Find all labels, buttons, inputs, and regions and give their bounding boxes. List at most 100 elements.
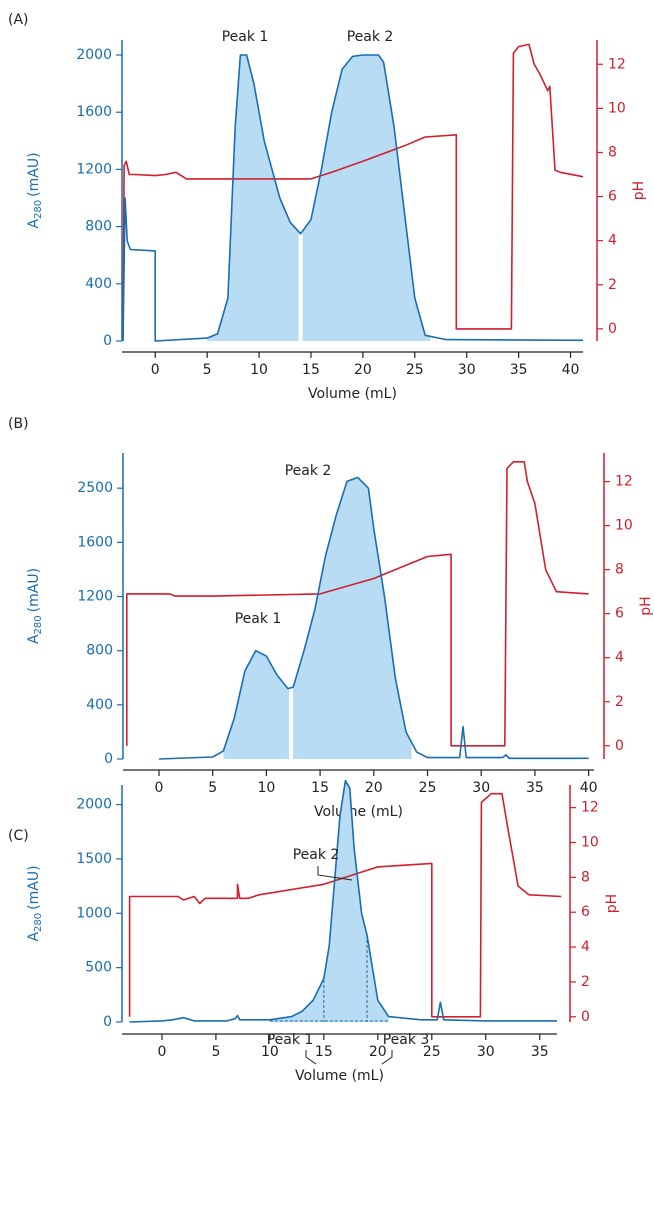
- y-label-main: A: [26, 634, 42, 644]
- panel-label: (C): [8, 828, 29, 844]
- y-tick-label: 1000: [76, 905, 112, 921]
- y2-tick-label: 12: [615, 474, 633, 490]
- ph-line: [128, 792, 562, 1018]
- y-tick-label: 1200: [77, 589, 113, 605]
- x-axis-label: Volume (mL): [308, 386, 397, 402]
- peak-label: Peak 2: [347, 29, 394, 45]
- y-tick-label: 500: [85, 960, 112, 976]
- y-axis-label: A280 (mAU): [26, 865, 44, 941]
- peak-label: Peak 2: [293, 847, 340, 863]
- x-tick-label: 25: [423, 1044, 441, 1060]
- panel-label: (A): [8, 12, 29, 28]
- y2-tick-label: 8: [581, 869, 590, 885]
- x-tick-label: 10: [261, 1044, 279, 1060]
- y2-tick-label: 6: [608, 189, 617, 205]
- y2-tick-label: 0: [581, 1009, 590, 1025]
- panel-label: (B): [8, 416, 29, 432]
- x-tick-label: 0: [155, 780, 164, 796]
- peak-fill: [207, 55, 431, 341]
- x-tick-label: 20: [369, 1044, 387, 1060]
- y-label-sub: 280: [33, 615, 44, 634]
- y-tick-label: 1600: [77, 534, 113, 550]
- y2-tick-label: 4: [615, 650, 624, 666]
- peak-label: Peak 1: [222, 29, 269, 45]
- x-tick-label: 10: [257, 780, 275, 796]
- y-tick-label: 1600: [76, 104, 112, 120]
- x-tick-label: 30: [472, 780, 490, 796]
- y-label-sub: 280: [33, 913, 44, 932]
- x-tick-label: 10: [250, 362, 268, 378]
- y2-tick-label: 12: [608, 56, 626, 72]
- y2-tick-label: 8: [615, 562, 624, 578]
- absorbance-line: [129, 779, 557, 1023]
- y-label-main: A: [26, 219, 42, 229]
- x-tick-label: 5: [211, 1044, 220, 1060]
- leader-line: [317, 866, 353, 881]
- leader-line: [305, 1050, 317, 1065]
- y-tick-label: 800: [85, 219, 112, 235]
- y2-tick-label: 0: [615, 738, 624, 754]
- y2-tick-label: 4: [581, 939, 590, 955]
- peak-fill: [269, 780, 389, 1022]
- y-label-sub: 280: [33, 200, 44, 219]
- y-label-main: A: [26, 932, 42, 942]
- y2-tick-label: 10: [608, 100, 626, 116]
- peak-label: Peak 3: [383, 1032, 430, 1048]
- x-tick-label: 40: [580, 780, 598, 796]
- y2-tick-label: 10: [581, 835, 599, 851]
- leader-line: [381, 1050, 393, 1065]
- x-tick-label: 35: [510, 362, 528, 378]
- y2-tick-label: 2: [608, 277, 617, 293]
- y2-tick-label: 10: [615, 518, 633, 534]
- absorbance-line: [158, 476, 589, 760]
- y-tick-label: 2000: [76, 47, 112, 63]
- y2-tick-label: 2: [581, 974, 590, 990]
- y2-tick-label: 12: [581, 800, 599, 816]
- y2-tick-label: 6: [581, 904, 590, 920]
- x-tick-label: 40: [562, 362, 580, 378]
- y-tick-label: 800: [86, 643, 113, 659]
- y-tick-label: 400: [85, 276, 112, 292]
- y2-tick-label: 0: [608, 321, 617, 337]
- y2-axis-label: pH: [631, 181, 647, 200]
- y-tick-label: 2500: [77, 480, 113, 496]
- y-axis-label: A280 (mAU): [26, 568, 44, 644]
- peak-label: Peak 1: [267, 1032, 314, 1048]
- y2-axis-label: pH: [638, 596, 654, 615]
- x-tick-label: 20: [365, 780, 383, 796]
- peak-fill: [223, 477, 412, 759]
- y-tick-label: 0: [103, 333, 112, 349]
- x-axis-label: Volume (mL): [314, 804, 403, 820]
- x-tick-label: 30: [477, 1044, 495, 1060]
- x-tick-label: 0: [157, 1044, 166, 1060]
- y-tick-label: 0: [104, 751, 113, 767]
- y-tick-label: 1500: [76, 851, 112, 867]
- y-label-unit: (mAU): [26, 568, 42, 612]
- x-axis-label: Volume (mL): [295, 1068, 384, 1084]
- y-label-unit: (mAU): [26, 152, 42, 196]
- x-tick-label: 35: [526, 780, 544, 796]
- y-tick-label: 1200: [76, 161, 112, 177]
- absorbance-line: [122, 54, 584, 342]
- y2-tick-label: 4: [608, 233, 617, 249]
- y2-axis-label: pH: [604, 894, 620, 913]
- y2-tick-label: 8: [608, 144, 617, 160]
- x-tick-label: 15: [311, 780, 329, 796]
- x-tick-label: 5: [208, 780, 217, 796]
- x-tick-label: 15: [302, 362, 320, 378]
- y2-tick-label: 2: [615, 694, 624, 710]
- y2-tick-label: 6: [615, 606, 624, 622]
- ph-line: [126, 461, 589, 747]
- x-tick-label: 25: [419, 780, 437, 796]
- ph-line: [122, 43, 584, 340]
- x-tick-label: 15: [315, 1044, 333, 1060]
- peak-label: Peak 2: [285, 463, 332, 479]
- x-tick-label: 20: [354, 362, 372, 378]
- x-tick-label: 30: [458, 362, 476, 378]
- y-tick-label: 2000: [76, 797, 112, 813]
- peak-label: Peak 1: [235, 611, 282, 627]
- x-tick-label: 25: [406, 362, 424, 378]
- x-tick-label: 35: [531, 1044, 549, 1060]
- y-axis-label: A280 (mAU): [26, 152, 44, 228]
